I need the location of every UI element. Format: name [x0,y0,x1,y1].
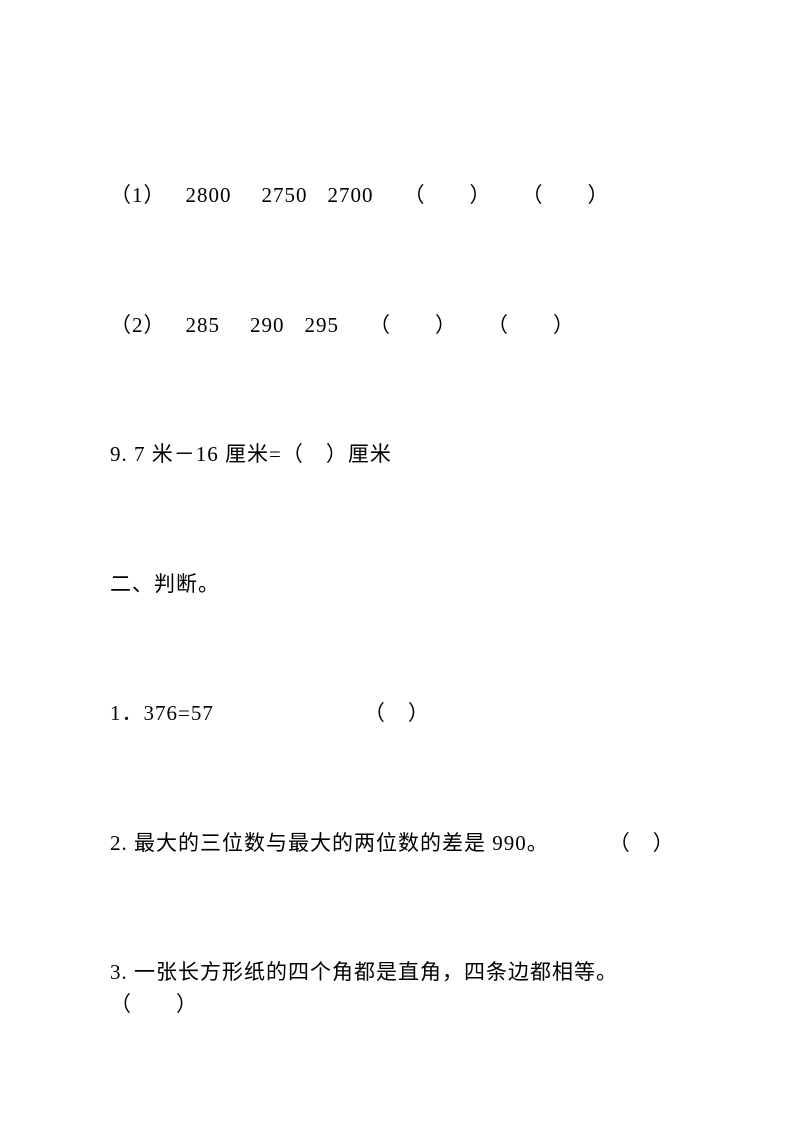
j3-text: 3. 一张长方形纸的四个角都是直角，四条边都相等。 [110,960,618,984]
q2-n1: 285 [186,313,221,337]
section-2-title: 二、判断。 [110,569,690,601]
q1-blank1: （ ） [404,183,492,207]
q1-blank2: （ ） [522,183,610,207]
judge-1: 1．376=57 （ ） [110,698,690,730]
q2-n2: 290 [250,313,285,337]
judge-3: 3. 一张长方形纸的四个角都是直角，四条边都相等。 （ ） [110,957,690,1020]
q1-label: （1） [110,183,166,207]
q2-blank1: （ ） [369,313,457,337]
q2-blank2: （ ） [487,313,575,337]
q1-n2: 2750 [262,183,308,207]
q2-label: （2） [110,313,166,337]
j1-text: 1．376=57 [110,701,214,725]
j2-blank: （ ） [609,831,675,855]
j2-text: 2. 最大的三位数与最大的两位数的差是 990。 [110,831,549,855]
question-2-sequence: （2） 285 290 295 （ ） （ ） [110,310,690,342]
question-9: 9. 7 米－16 厘米=（ ）厘米 [110,439,690,471]
j3-blank: （ ） [110,992,198,1016]
q9-text: 9. 7 米－16 厘米=（ ）厘米 [110,442,392,466]
judge-2: 2. 最大的三位数与最大的两位数的差是 990。 （ ） [110,828,690,860]
q2-n3: 295 [305,313,340,337]
j1-blank: （ ） [364,701,430,725]
q1-n3: 2700 [328,183,374,207]
question-1-sequence: （1） 2800 2750 2700 （ ） （ ） [110,180,690,212]
q1-n1: 2800 [186,183,232,207]
section2-text: 二、判断。 [110,572,220,596]
